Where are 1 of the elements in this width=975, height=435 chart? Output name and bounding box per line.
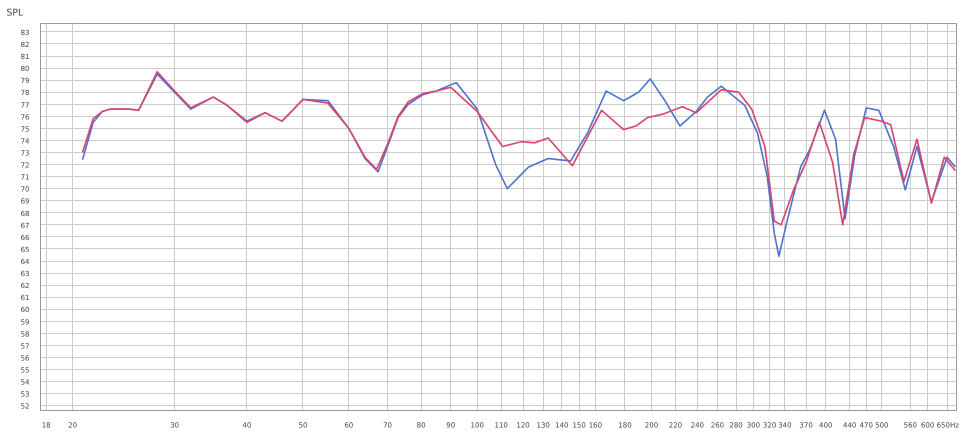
y-axis-title: SPL	[6, 8, 24, 18]
